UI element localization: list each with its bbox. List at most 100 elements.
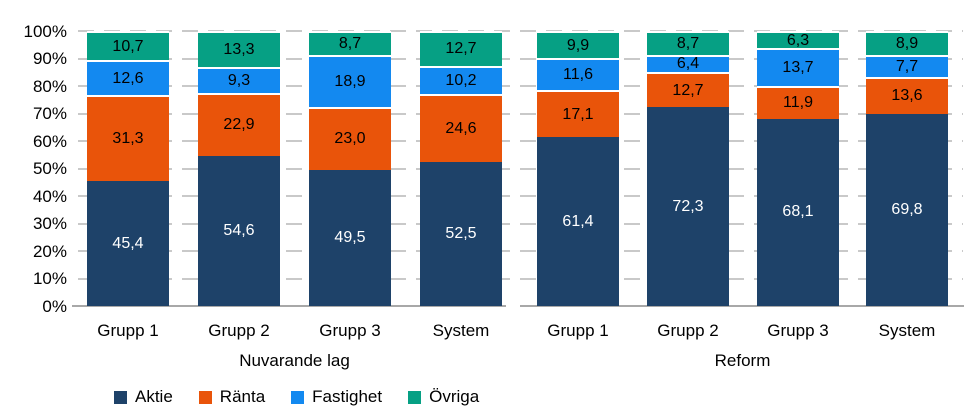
gridline — [78, 85, 963, 87]
value-label: 69,8 — [891, 201, 923, 219]
y-tick-label: 40% — [32, 186, 67, 206]
y-axis: 0% 10% 20% 30% 40% 50% 60% 70% 80% 90% 100% — [0, 22, 78, 316]
segment-ränta: 17,1 — [537, 90, 619, 138]
legend-item: Ränta — [198, 386, 266, 408]
category-label: Grupp 3 — [767, 321, 829, 340]
value-label: 6,3 — [786, 31, 810, 49]
segment-fastighet: 11,6 — [537, 58, 619, 91]
segment-övriga: 10,7 — [87, 31, 169, 61]
value-label: 8,9 — [895, 35, 919, 53]
x-axis: Grupp 1 Grupp 2 Grupp 3 System Grupp 1 Grupp … — [78, 320, 964, 342]
segment-ränta: 13,6 — [866, 76, 948, 115]
segment-aktie: 72,3 — [647, 107, 729, 306]
segment-aktie: 52,5 — [420, 161, 502, 306]
segment-aktie: 49,5 — [309, 169, 391, 306]
category-label: Grupp 1 — [547, 321, 609, 340]
segment-övriga: 9,9 — [537, 31, 619, 59]
category-label: System — [878, 321, 936, 340]
segment-fastighet: 7,7 — [866, 55, 948, 77]
value-label: 17,1 — [562, 105, 594, 123]
legend-item: Fastighet — [291, 386, 382, 408]
segment-aktie: 69,8 — [866, 114, 948, 306]
chart-area: 0% 10% 20% 30% 40% 50% 60% 70% 80% 90% 100% 45,4 31… — [0, 22, 964, 316]
segment-övriga: 8,7 — [647, 30, 729, 55]
legend-swatch-aktie — [114, 390, 127, 404]
segment-övriga: 8,7 — [309, 30, 391, 55]
value-label: 23,0 — [334, 130, 366, 148]
y-tick-label: 100% — [23, 21, 67, 41]
category-label: System — [432, 321, 490, 340]
value-label: 12,6 — [112, 69, 144, 87]
plot-area: 45,4 31,3 12,6 10,7 54,6 22,9 9,3 13,3 49,5 23,0 1… — [72, 30, 964, 307]
x-axis-line — [72, 305, 506, 307]
segment-fastighet: 9,3 — [198, 67, 280, 93]
value-label: 49,5 — [334, 228, 366, 246]
value-label: 12,7 — [445, 40, 477, 58]
value-label: 22,9 — [223, 116, 255, 134]
segment-aktie: 54,6 — [198, 155, 280, 306]
segment-aktie: 61,4 — [537, 137, 619, 306]
gridline — [78, 222, 963, 225]
value-label: 8,7 — [676, 34, 700, 52]
value-label: 18,9 — [334, 72, 366, 90]
value-label: 9,3 — [227, 72, 251, 90]
segment-fastighet: 6,4 — [647, 54, 729, 73]
segment-övriga: 12,7 — [420, 31, 502, 66]
category-label: Grupp 2 — [208, 321, 270, 340]
gridline — [78, 167, 963, 170]
value-label: 12,7 — [672, 81, 704, 99]
value-label: 72,3 — [672, 197, 704, 215]
y-tick-label: 90% — [32, 49, 67, 68]
gridline — [78, 140, 963, 142]
value-label: 8,7 — [338, 34, 362, 52]
bar-grupp-1: 45,4 31,3 12,6 10,7 — [87, 31, 169, 306]
segment-ränta: 22,9 — [198, 92, 280, 156]
gridline — [78, 250, 963, 252]
x-axis-line — [520, 305, 964, 307]
value-label: 24,6 — [445, 119, 477, 137]
segment-övriga: 8,9 — [866, 31, 948, 56]
segment-fastighet: 13,7 — [757, 48, 839, 86]
value-label: 54,6 — [223, 221, 255, 239]
gridline — [78, 277, 963, 280]
bar-grupp-3: 68,1 11,9 13,7 6,3 — [757, 31, 839, 306]
legend-swatch-övriga — [408, 390, 422, 404]
legend-item: Övriga — [408, 386, 479, 408]
value-label: 68,1 — [782, 203, 814, 221]
category-label: Grupp 3 — [319, 321, 381, 340]
segment-övriga: 13,3 — [198, 30, 280, 68]
legend: Aktie Ränta Fastighet Övriga — [114, 386, 479, 408]
value-label: 10,7 — [112, 37, 144, 55]
bar-system: 69,8 13,6 7,7 8,9 — [866, 31, 948, 306]
y-tick-label: 80% — [32, 76, 67, 96]
category-label: Grupp 2 — [657, 321, 719, 340]
legend-swatch-ränta — [198, 390, 212, 404]
gridline — [78, 57, 963, 60]
category-label: Grupp 1 — [97, 321, 159, 340]
value-label: 13,6 — [891, 87, 923, 105]
legend-label: Ränta — [219, 387, 266, 406]
value-label: 11,6 — [563, 66, 593, 84]
legend-label: Aktie — [135, 387, 173, 406]
group-label: Reform — [714, 351, 771, 370]
legend-swatch-fastighet — [291, 390, 305, 404]
value-label: 7,7 — [895, 58, 919, 76]
value-label: 11,9 — [783, 94, 813, 112]
bar-grupp-1: 61,4 17,1 11,6 9,9 — [537, 31, 619, 306]
y-tick-label: 60% — [32, 131, 67, 151]
segment-aktie: 68,1 — [757, 118, 839, 306]
bar-grupp-3: 49,5 23,0 18,9 8,7 — [309, 30, 391, 306]
segment-aktie: 45,4 — [87, 181, 169, 306]
legend-label: Fastighet — [312, 387, 383, 406]
value-label: 13,7 — [782, 59, 814, 77]
value-label: 31,3 — [112, 130, 144, 148]
bar-grupp-2: 72,3 12,7 6,4 8,7 — [647, 30, 729, 306]
segment-ränta: 23,0 — [309, 106, 391, 170]
y-tick-label: 30% — [32, 214, 67, 233]
segment-övriga: 6,3 — [757, 31, 839, 49]
y-tick-label: 20% — [32, 241, 67, 261]
value-label: 45,4 — [112, 234, 144, 252]
segment-ränta: 12,7 — [647, 72, 729, 108]
value-label: 10,2 — [445, 71, 477, 89]
legend-item: Aktie — [114, 386, 173, 408]
